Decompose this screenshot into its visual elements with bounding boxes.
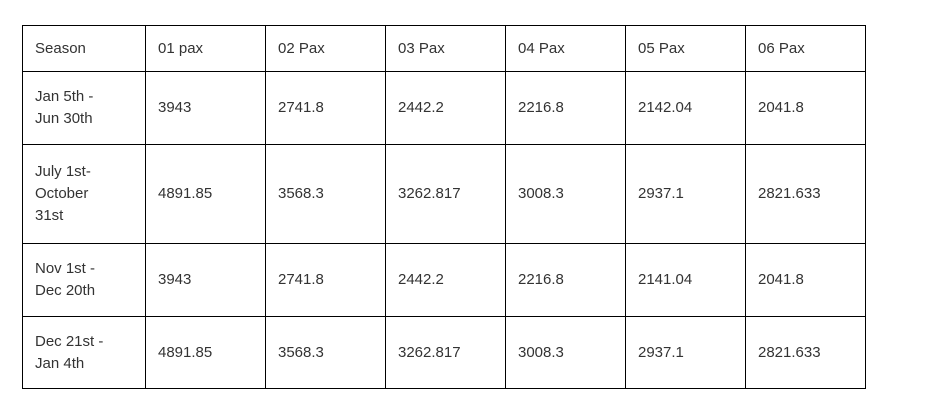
season-cell: Nov 1st - Dec 20th <box>22 243 146 317</box>
price-cell: 2937.1 <box>625 144 746 244</box>
column-header-06-pax: 06 Pax <box>745 25 866 72</box>
price-cell: 3008.3 <box>505 316 626 389</box>
price-cell: 3262.817 <box>385 316 506 389</box>
column-header-03-pax: 03 Pax <box>385 25 506 72</box>
table-row: July 1st- October 31st 4891.85 3568.3 32… <box>22 144 866 244</box>
price-cell: 2821.633 <box>745 316 866 389</box>
column-header-05-pax: 05 Pax <box>625 25 746 72</box>
price-cell: 4891.85 <box>145 316 266 389</box>
column-header-04-pax: 04 Pax <box>505 25 626 72</box>
price-cell: 3568.3 <box>265 144 386 244</box>
price-cell: 3262.817 <box>385 144 506 244</box>
price-cell: 2442.2 <box>385 243 506 317</box>
season-cell: July 1st- October 31st <box>22 144 146 244</box>
column-header-01-pax: 01 pax <box>145 25 266 72</box>
season-cell: Dec 21st - Jan 4th <box>22 316 146 389</box>
price-cell: 2442.2 <box>385 71 506 145</box>
header-row: Season 01 pax 02 Pax 03 Pax 04 Pax 05 Pa… <box>22 25 866 72</box>
price-cell: 3008.3 <box>505 144 626 244</box>
table-row: Nov 1st - Dec 20th 3943 2741.8 2442.2 22… <box>22 243 866 317</box>
price-cell: 2741.8 <box>265 71 386 145</box>
price-cell: 2741.8 <box>265 243 386 317</box>
season-pricing-table: Season 01 pax 02 Pax 03 Pax 04 Pax 05 Pa… <box>22 25 866 389</box>
price-cell: 2041.8 <box>745 71 866 145</box>
price-cell: 3568.3 <box>265 316 386 389</box>
price-cell: 2216.8 <box>505 243 626 317</box>
price-cell: 3943 <box>145 71 266 145</box>
document-page: Season 01 pax 02 Pax 03 Pax 04 Pax 05 Pa… <box>22 25 866 389</box>
price-cell: 3943 <box>145 243 266 317</box>
table-row: Dec 21st - Jan 4th 4891.85 3568.3 3262.8… <box>22 316 866 389</box>
price-cell: 2142.04 <box>625 71 746 145</box>
price-cell: 4891.85 <box>145 144 266 244</box>
price-cell: 2141.04 <box>625 243 746 317</box>
price-cell: 2937.1 <box>625 316 746 389</box>
column-header-season: Season <box>22 25 146 72</box>
price-cell: 2041.8 <box>745 243 866 317</box>
column-header-02-pax: 02 Pax <box>265 25 386 72</box>
price-cell: 2216.8 <box>505 71 626 145</box>
season-cell: Jan 5th - Jun 30th <box>22 71 146 145</box>
price-cell: 2821.633 <box>745 144 866 244</box>
table-row: Jan 5th - Jun 30th 3943 2741.8 2442.2 22… <box>22 71 866 145</box>
